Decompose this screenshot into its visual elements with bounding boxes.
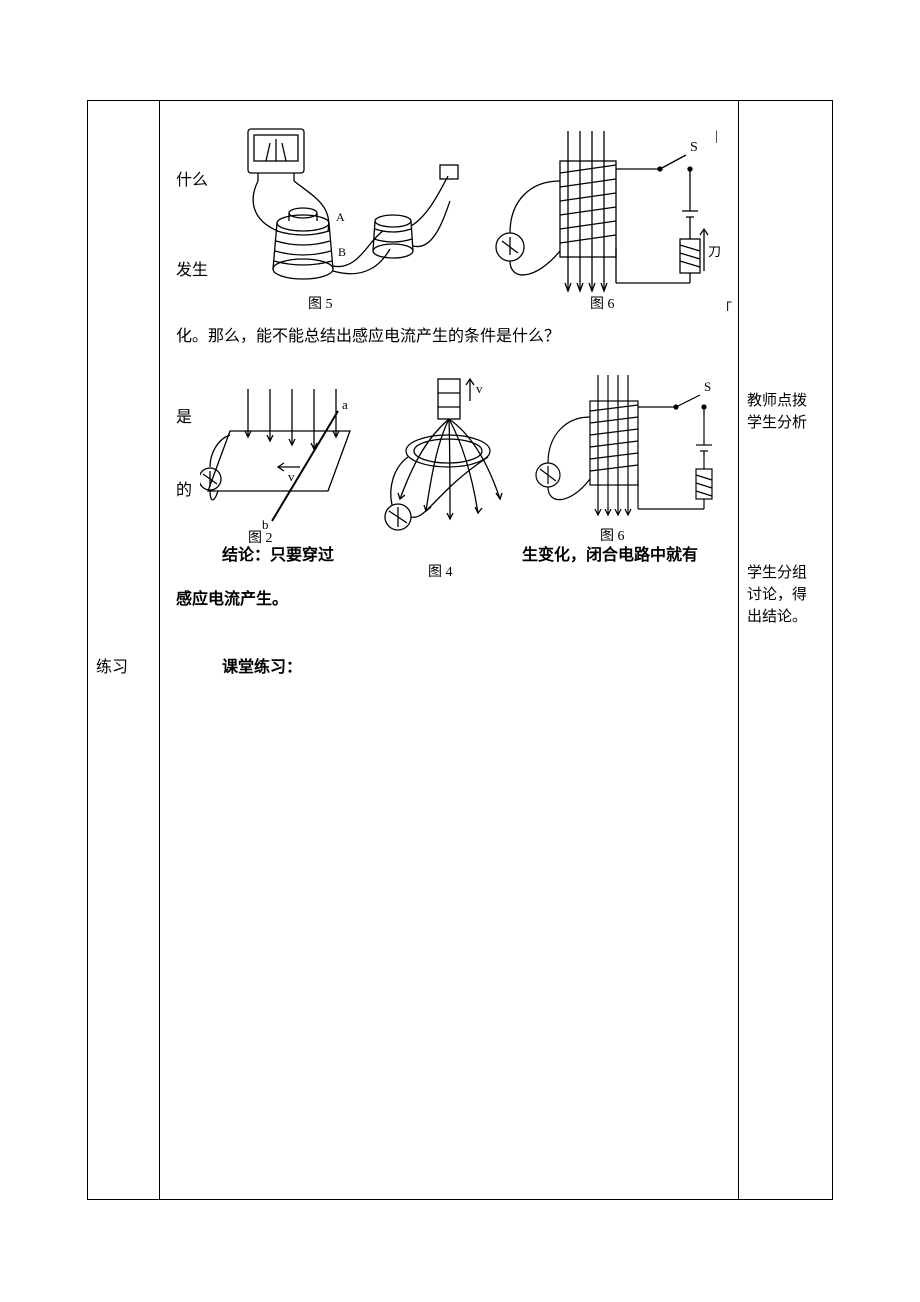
frag-fasheng: 发生 (176, 259, 208, 283)
fig6-label-top: 图 6 (590, 293, 615, 313)
left-label-practice: 练习 (96, 656, 128, 680)
note2-line1: 学生分组 (747, 563, 807, 584)
fig6-label-bottom: 图 6 (600, 525, 625, 545)
svg-text:B: B (338, 245, 346, 259)
main-column: 什么 发生 (160, 101, 740, 1199)
figure-2: a b v (200, 371, 368, 541)
conclusion-suffix: 生变化，闭合电路中就有 (522, 544, 698, 568)
figure-6-top: S 刀 (490, 121, 720, 311)
figure-4: v (378, 371, 528, 566)
fig5-label: 图 5 (308, 293, 333, 313)
right-column: 教师点拨 学生分析 学生分组 讨论，得 出结论。 (738, 101, 832, 1199)
figure-5: A B (218, 121, 466, 311)
lesson-plan-frame: 练习 教师点拨 学生分析 学生分组 讨论，得 出结论。 什么 发生 (87, 100, 833, 1200)
note2-line3: 出结论。 (747, 607, 807, 628)
svg-text:S: S (690, 140, 698, 155)
svg-text:a: a (342, 397, 348, 412)
svg-text:v: v (288, 469, 295, 484)
svg-text:刀: 刀 (708, 244, 720, 259)
class-practice-heading: 课堂练习： (222, 656, 302, 680)
svg-text:A: A (336, 210, 345, 224)
stray-label-1: | (715, 129, 718, 145)
frag-de: 的 (176, 479, 192, 503)
svg-text:v: v (476, 381, 483, 396)
conclusion-line2: 感应电流产生。 (176, 588, 288, 612)
note1-line2: 学生分析 (747, 413, 807, 434)
frag-shi: 是 (176, 406, 192, 430)
frag-shenme: 什么 (176, 169, 208, 193)
figure-6-bottom: S (530, 367, 730, 537)
fig4-label: 图 4 (428, 561, 453, 581)
conclusion-prefix: 结论：只要穿过 (222, 544, 334, 568)
note1-line1: 教师点拨 (747, 391, 807, 412)
stray-label-2: 「 (718, 299, 732, 319)
note2-line2: 讨论，得 (747, 585, 807, 606)
left-column: 练习 (88, 101, 160, 1199)
svg-text:S: S (704, 379, 711, 394)
line-hua: 化。那么，能不能总结出感应电流产生的条件是什么？ (176, 325, 560, 349)
